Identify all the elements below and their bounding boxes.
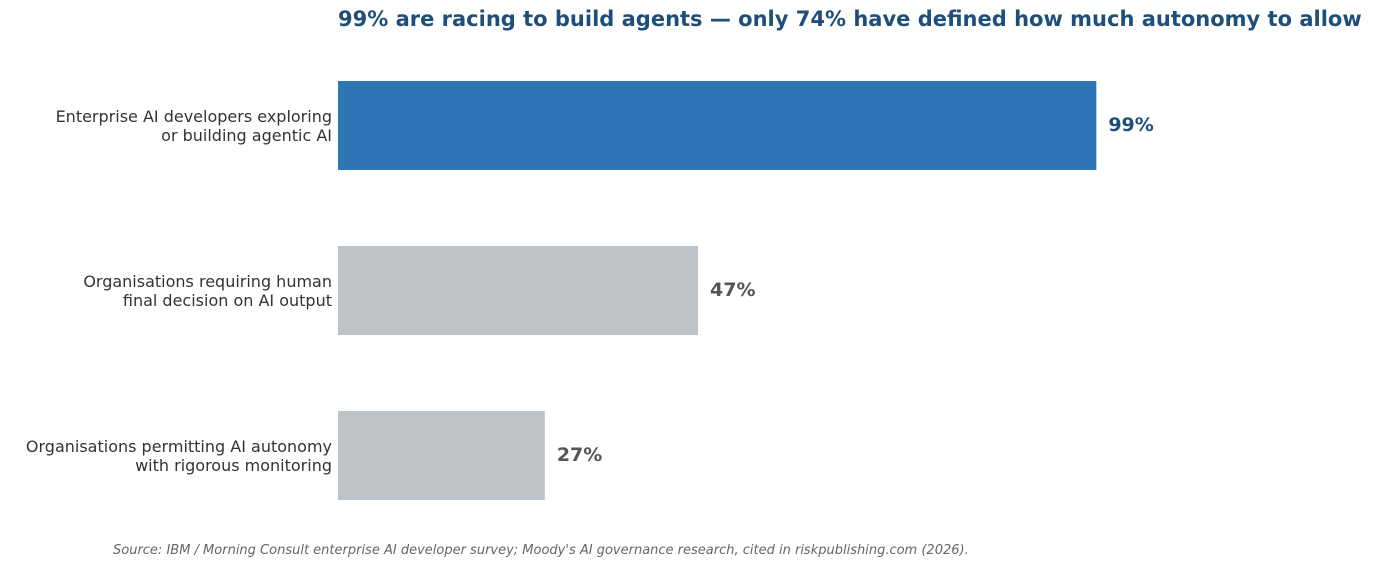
- chart-title: 99% are racing to build agents — only 74…: [338, 7, 1362, 31]
- category-label: Organisations permitting AI autonomy wit…: [25, 436, 332, 475]
- bar: [338, 411, 545, 500]
- source-note: Source: IBM / Morning Consult enterprise…: [113, 543, 969, 558]
- bar: [338, 246, 699, 335]
- category-label: Organisations requiring human final deci…: [83, 271, 332, 310]
- category-label: Enterprise AI developers exploring or bu…: [55, 106, 332, 145]
- value-label: 27%: [557, 444, 602, 466]
- value-label: 47%: [710, 279, 755, 301]
- value-label: 99%: [1108, 114, 1153, 136]
- bar: [338, 81, 1097, 170]
